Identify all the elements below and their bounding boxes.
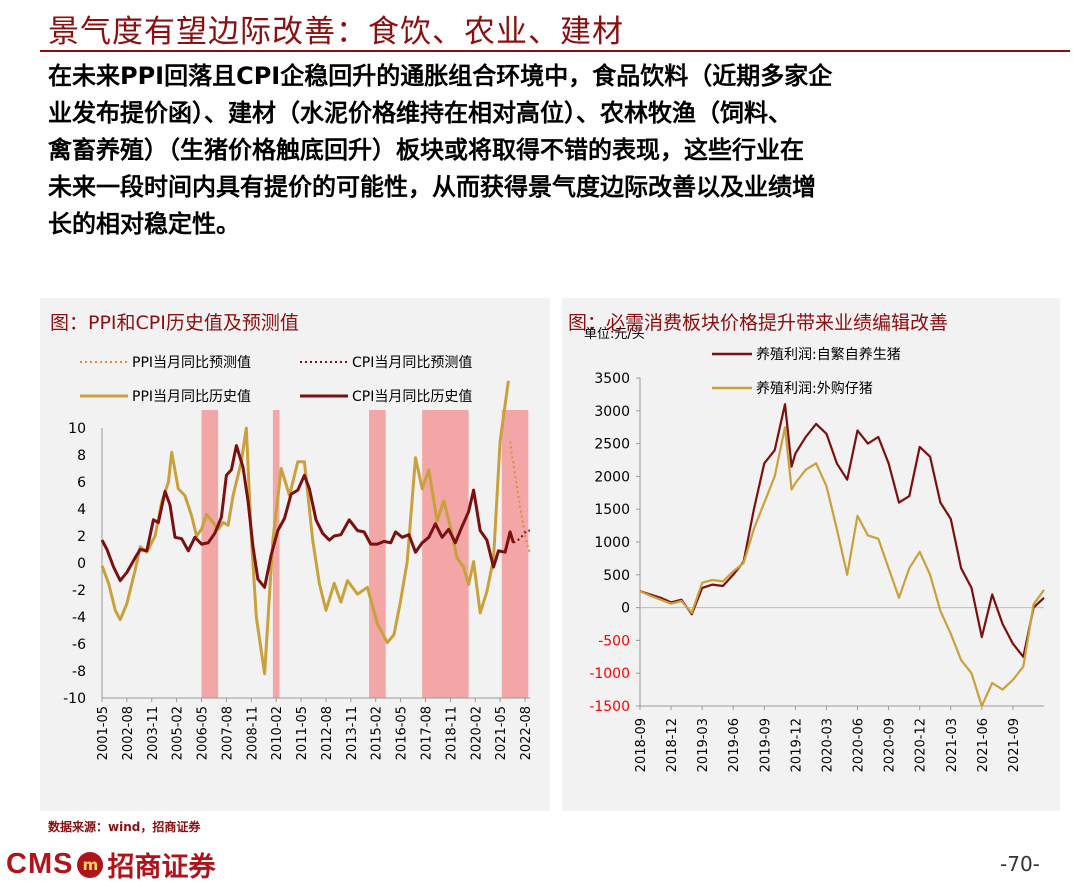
- y-tick-label: -10: [63, 691, 86, 707]
- y-tick-label: 3000: [594, 404, 630, 420]
- legend-label: 养殖利润:外购仔猪: [756, 380, 873, 397]
- y-tick-label: -1000: [589, 666, 630, 682]
- x-tick-label: 2019-09: [758, 718, 773, 772]
- series-line: [639, 403, 1045, 658]
- summary-paragraph: 在未来PPI回落且CPI企稳回升的通胀组合环境中，食品饮料（近期多家企 业发布提…: [48, 62, 833, 238]
- slide-title: 景气度有望边际改善：食饮、农业、建材: [48, 14, 624, 50]
- x-tick-label: 2007-08: [220, 706, 235, 760]
- x-tick-label: 2016-05: [395, 706, 410, 760]
- y-tick-label: 2500: [594, 437, 630, 453]
- x-tick-label: 2011-05: [295, 706, 310, 760]
- legend-label: 养殖利润:自繁自养生猪: [756, 346, 901, 363]
- x-tick-label: 2019-12: [789, 718, 804, 772]
- legend-label: PPI当月同比预测值: [132, 355, 251, 371]
- x-tick-label: 2021-05: [494, 706, 509, 760]
- y-tick-label: 0: [77, 556, 86, 572]
- ppi-cpi-chart: 10 8 6 4 2 0 -2 -4 -6 -8 -10 2001-05 2002-08 2003-11 2…: [63, 355, 534, 760]
- y-axis-unit: 单位:元/头: [584, 327, 645, 342]
- y-tick-label: 10: [68, 421, 86, 437]
- logo-badge-icon: m: [77, 851, 104, 878]
- x-tick-label: 2012-08: [320, 706, 335, 760]
- y-tick-label: 8: [77, 448, 86, 464]
- source-note: 数据来源：wind，招商证券: [48, 820, 201, 834]
- chart-panel-ppi-cpi: 图：PPI和CPI历史值及预测值 10 8 6 4 2 0 -2 -4 -6 -8 -10 2001-…: [40, 298, 550, 811]
- y-tick-label: 0: [621, 601, 630, 617]
- x-tick-label: 2019-06: [727, 718, 742, 772]
- chart-title: 图：PPI和CPI历史值及预测值: [50, 312, 299, 334]
- x-tick-label: 2001-05: [96, 706, 111, 760]
- x-tick-label: 2015-02: [370, 706, 385, 760]
- y-tick-label: 2: [77, 529, 86, 545]
- chart-panel-hog-profit: 单位:元/头 3500 3000 2500 2000 1500 1000 500 0 -500 -1…: [562, 298, 1060, 811]
- x-tick-label: 2020-09: [883, 718, 898, 772]
- y-tick-label: -6: [72, 637, 86, 653]
- x-tick-label: 2022-08: [519, 706, 534, 760]
- y-tick-label: -1500: [589, 699, 630, 715]
- x-tick-label: 2021-03: [945, 718, 960, 772]
- y-tick-label: 1000: [594, 535, 630, 551]
- x-tick-label: 2005-02: [171, 706, 186, 760]
- hog-profit-chart: 单位:元/头 3500 3000 2500 2000 1500 1000 500 0 -500 -1…: [584, 327, 1045, 772]
- shaded-period: [201, 410, 219, 698]
- x-tick-label: 2002-08: [121, 706, 136, 760]
- y-tick-label: -8: [72, 664, 86, 680]
- series-line: [509, 441, 531, 554]
- x-tick-label: 2021-06: [976, 718, 991, 772]
- y-tick-label: 3500: [594, 371, 630, 387]
- x-tick-label: 2020-12: [914, 718, 929, 772]
- x-tick-label: 2020-02: [469, 706, 484, 760]
- y-tick-label: -2: [72, 583, 86, 599]
- shaded-period: [501, 410, 529, 698]
- y-tick-label: 1500: [594, 502, 630, 518]
- x-tick-label: 2021-09: [1007, 718, 1022, 772]
- x-tick-label: 2018-12: [665, 718, 680, 772]
- series-line: [100, 444, 515, 589]
- company-logo: CMS m 招商证券: [6, 845, 216, 883]
- shaded-period: [272, 410, 280, 698]
- y-tick-label: 2000: [594, 469, 630, 485]
- x-tick-label: 2006-05: [196, 706, 211, 760]
- shaded-period: [422, 410, 469, 698]
- y-tick-label: -500: [598, 633, 630, 649]
- legend-label: PPI当月同比历史值: [132, 389, 251, 405]
- page-number: -70-: [1000, 852, 1040, 876]
- legend-label: CPI当月同比历史值: [352, 389, 472, 405]
- y-tick-label: -4: [72, 610, 86, 626]
- title-rule: [40, 50, 1070, 52]
- y-tick-label: 500: [603, 568, 630, 584]
- x-tick-label: 2008-11: [245, 706, 260, 760]
- y-tick-label: 4: [77, 502, 86, 518]
- x-tick-label: 2010-02: [270, 706, 285, 760]
- x-tick-label: 2020-03: [820, 718, 835, 772]
- chart-title: 图：必需消费板块价格提升带来业绩编辑改善: [568, 312, 949, 334]
- series-line: [639, 426, 1045, 708]
- logo-cms-text: CMS: [6, 848, 74, 880]
- x-tick-label: 2003-11: [146, 706, 161, 760]
- x-tick-label: 2013-11: [345, 706, 360, 760]
- x-tick-label: 2020-06: [852, 718, 867, 772]
- x-tick-label: 2019-03: [696, 718, 711, 772]
- shaded-period: [369, 410, 386, 698]
- y-tick-label: 6: [77, 475, 86, 491]
- logo-company-name: 招商证券: [107, 852, 216, 883]
- legend-label: CPI当月同比预测值: [352, 355, 472, 371]
- x-tick-label: 2018-11: [444, 706, 459, 760]
- x-tick-label: 2017-08: [419, 706, 434, 760]
- x-tick-label: 2018-09: [634, 718, 649, 772]
